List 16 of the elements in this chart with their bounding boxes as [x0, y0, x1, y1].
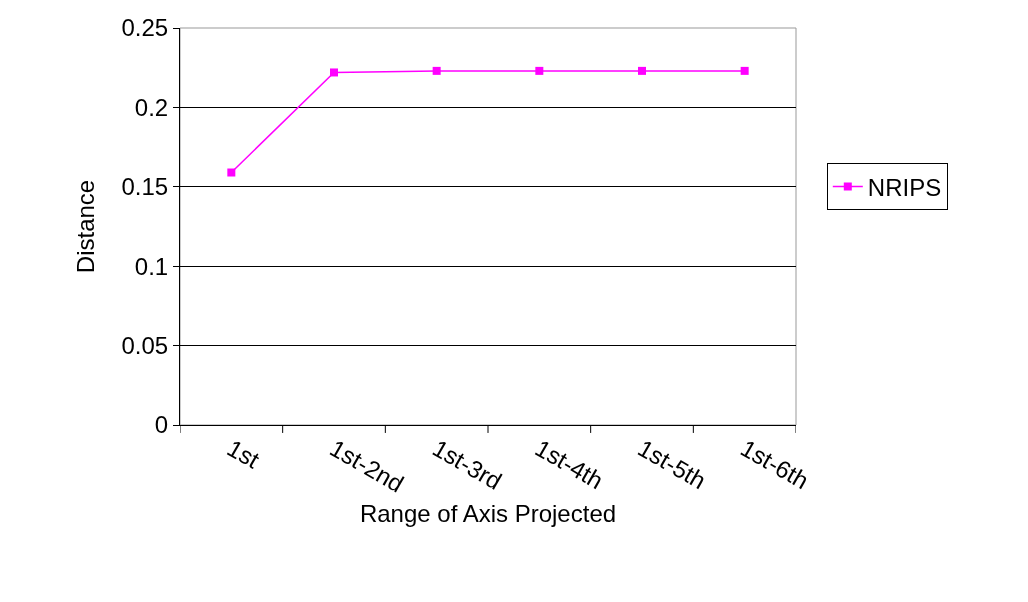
point [330, 68, 338, 77]
y-tick-label: 0.2 [134, 93, 169, 121]
y-tick-label: 0.25 [121, 14, 169, 42]
y-axis-title: Distance [71, 179, 99, 274]
y-tick-label: 0 [154, 411, 169, 439]
x-tick-label: 1st [222, 434, 265, 474]
y-tick-label: 0.05 [121, 332, 169, 359]
point [535, 66, 544, 75]
point [227, 168, 236, 177]
legend-label: NRIPS [867, 173, 942, 201]
point [740, 66, 749, 75]
y-tick-label: 0.1 [134, 252, 169, 280]
point [432, 66, 441, 75]
y-tick-label: 0.15 [121, 173, 169, 201]
x-axis-title: Range of Axis Projected [359, 499, 617, 527]
point [638, 66, 646, 75]
